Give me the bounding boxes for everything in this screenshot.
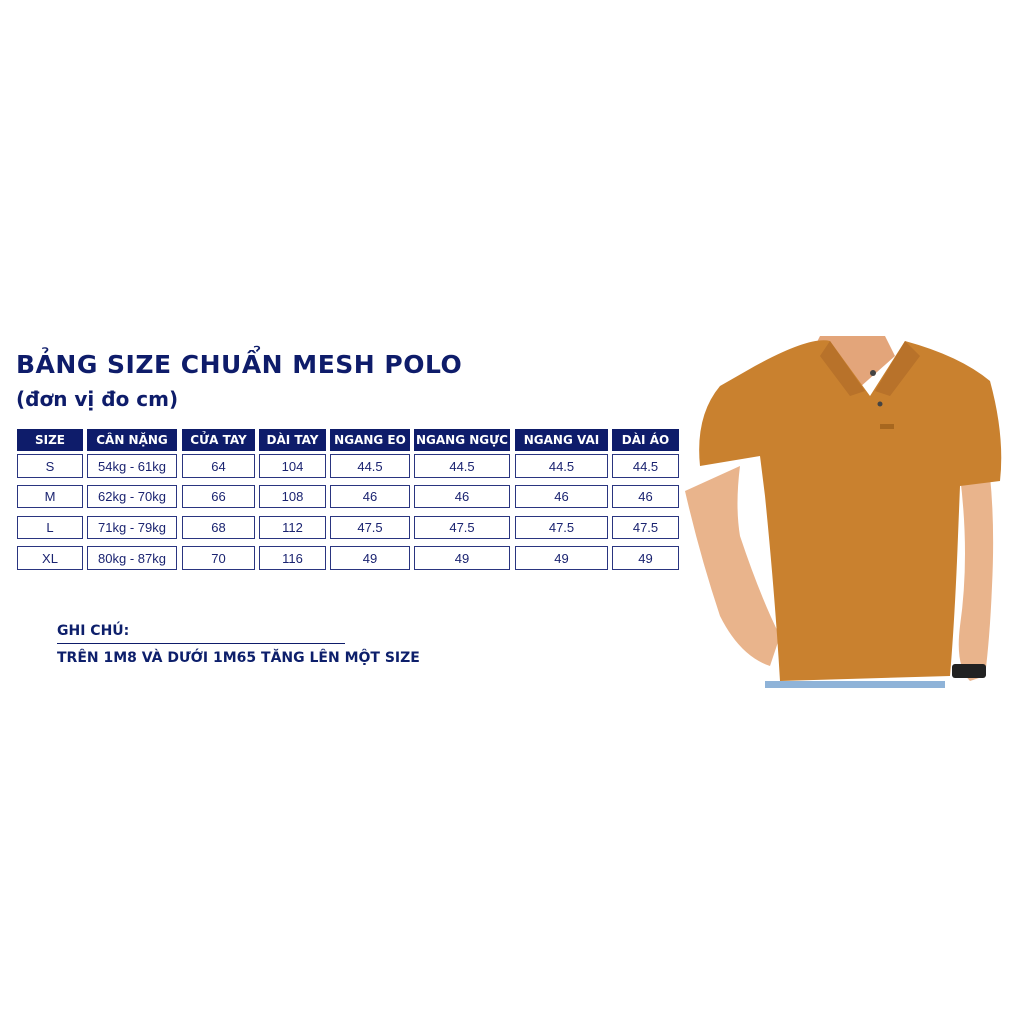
cell-chest-width: 47.5 [414,516,510,539]
cell-waist-width: 49 [330,546,410,570]
polo-shirt-photo [685,336,1002,688]
note-heading: GHI CHÚ: [57,623,130,639]
cell-cuff: 64 [182,454,255,478]
cell-weight: 80kg - 87kg [87,546,177,570]
header-shirt-length: DÀI ÁO [612,429,679,451]
header-weight: CÂN NẶNG [87,429,177,451]
cell-weight: 62kg - 70kg [87,485,177,508]
cell-shirt-length: 47.5 [612,516,679,539]
cell-shoulder-width: 49 [515,546,608,570]
cell-sleeve-length: 112 [259,516,326,539]
cell-shirt-length: 46 [612,485,679,508]
cell-size: L [17,516,83,539]
cell-size: XL [17,546,83,570]
cell-cuff: 68 [182,516,255,539]
cell-size: M [17,485,83,508]
cell-shoulder-width: 46 [515,485,608,508]
header-shoulder-width: NGANG VAI [515,429,608,451]
cell-shoulder-width: 47.5 [515,516,608,539]
cell-chest-width: 49 [414,546,510,570]
cell-weight: 54kg - 61kg [87,454,177,478]
cell-sleeve-length: 108 [259,485,326,508]
note-text: TRÊN 1M8 VÀ DƯỚI 1M65 TĂNG LÊN MỘT SIZE [57,650,420,666]
cell-size: S [17,454,83,478]
cell-weight: 71kg - 79kg [87,516,177,539]
header-sleeve-length: DÀI TAY [259,429,326,451]
cell-chest-width: 46 [414,485,510,508]
cell-cuff: 66 [182,485,255,508]
cell-waist-width: 44.5 [330,454,410,478]
cell-shirt-length: 44.5 [612,454,679,478]
cell-chest-width: 44.5 [414,454,510,478]
cell-cuff: 70 [182,546,255,570]
cell-sleeve-length: 116 [259,546,326,570]
note-divider [57,643,345,644]
header-cuff: CỬA TAY [182,429,255,451]
header-size: SIZE [17,429,83,451]
header-waist-width: NGANG EO [330,429,410,451]
cell-sleeve-length: 104 [259,454,326,478]
unit-subtitle: (đơn vị đo cm) [16,387,179,411]
cell-waist-width: 46 [330,485,410,508]
page-title: BẢNG SIZE CHUẨN MESH POLO [16,350,463,379]
cell-shirt-length: 49 [612,546,679,570]
cell-waist-width: 47.5 [330,516,410,539]
header-chest-width: NGANG NGỰC [414,429,510,451]
cell-shoulder-width: 44.5 [515,454,608,478]
